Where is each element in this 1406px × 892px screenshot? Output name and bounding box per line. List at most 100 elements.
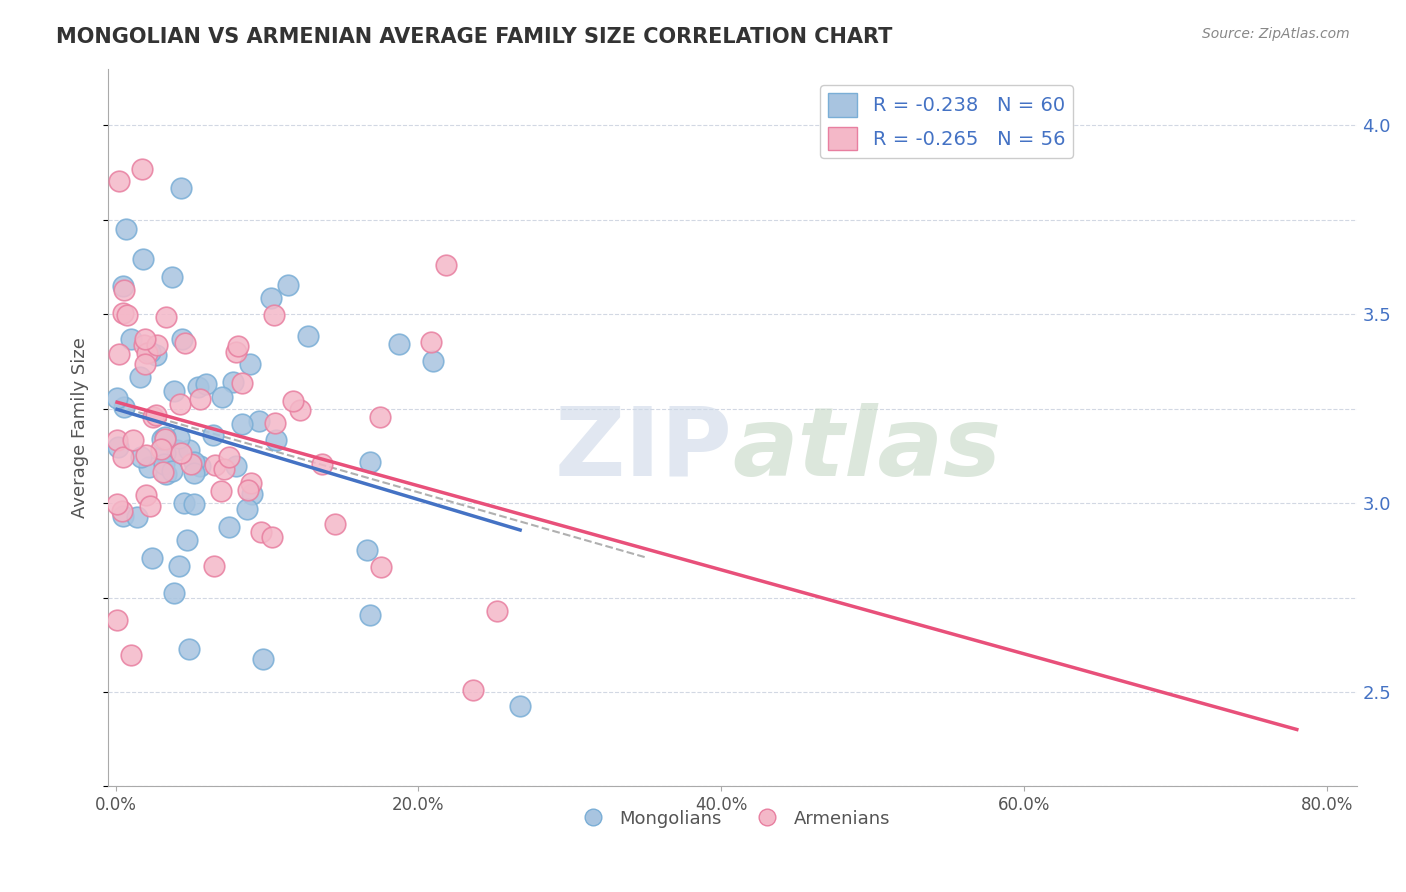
Point <box>105 497 128 511</box>
Point <box>240 476 263 491</box>
Point <box>105 613 128 627</box>
Point <box>138 459 160 474</box>
Point <box>139 499 162 513</box>
Point <box>169 397 191 411</box>
Point <box>485 603 508 617</box>
Point <box>183 466 205 480</box>
Point <box>129 450 152 464</box>
Point <box>260 291 283 305</box>
Point <box>188 392 211 406</box>
Point <box>420 335 443 350</box>
Point <box>359 455 381 469</box>
Point <box>163 586 186 600</box>
Point <box>183 455 205 469</box>
Point <box>179 442 201 457</box>
Point <box>170 181 193 195</box>
Point <box>160 465 183 479</box>
Point <box>153 430 176 444</box>
Point <box>180 457 202 471</box>
Point <box>239 357 262 371</box>
Point <box>188 459 211 474</box>
Point <box>135 449 157 463</box>
Point <box>370 560 392 574</box>
Point <box>136 345 159 359</box>
Point <box>228 339 250 353</box>
Point <box>263 308 285 322</box>
Point <box>323 516 346 531</box>
Point <box>250 524 273 539</box>
Point <box>211 390 233 404</box>
Point <box>173 336 195 351</box>
Point <box>283 394 305 409</box>
Point <box>150 432 173 446</box>
Point <box>120 648 142 663</box>
Point <box>111 504 134 518</box>
Point <box>155 310 177 324</box>
Point <box>422 354 444 368</box>
Point <box>141 551 163 566</box>
Point <box>125 510 148 524</box>
Text: ZIP: ZIP <box>555 402 733 496</box>
Point <box>173 496 195 510</box>
Point <box>108 174 131 188</box>
Point <box>153 446 176 460</box>
Point <box>222 375 245 389</box>
Point <box>288 402 311 417</box>
Point <box>155 467 177 482</box>
Point <box>297 329 319 343</box>
Point <box>169 431 191 445</box>
Point <box>209 483 232 498</box>
Point <box>183 497 205 511</box>
Y-axis label: Average Family Size: Average Family Size <box>72 337 89 518</box>
Point <box>107 440 129 454</box>
Point <box>146 338 169 352</box>
Point <box>236 483 259 497</box>
Point <box>112 400 135 414</box>
Point <box>277 277 299 292</box>
Point <box>177 642 200 657</box>
Point <box>169 446 191 460</box>
Point <box>252 652 274 666</box>
Point <box>132 252 155 266</box>
Point <box>172 332 194 346</box>
Point <box>186 380 208 394</box>
Point <box>163 384 186 399</box>
Point <box>194 377 217 392</box>
Point <box>122 434 145 448</box>
Point <box>134 337 156 351</box>
Point <box>112 279 135 293</box>
Point <box>145 409 167 423</box>
Point <box>120 332 142 346</box>
Point <box>105 392 128 406</box>
Point <box>231 376 253 390</box>
Point <box>111 450 134 464</box>
Point <box>434 258 457 272</box>
Point <box>370 409 392 424</box>
Point <box>134 357 156 371</box>
Point <box>231 417 253 431</box>
Point <box>135 488 157 502</box>
Point <box>169 559 191 574</box>
Point <box>112 283 135 297</box>
Point <box>359 607 381 622</box>
Point <box>145 348 167 362</box>
Point <box>225 345 247 359</box>
Point <box>128 370 150 384</box>
Point <box>115 308 138 322</box>
Point <box>247 414 270 428</box>
Point <box>176 533 198 548</box>
Point <box>201 428 224 442</box>
Point <box>240 487 263 501</box>
Point <box>153 457 176 471</box>
Point <box>202 558 225 573</box>
Point <box>153 432 176 446</box>
Point <box>218 519 240 533</box>
Point <box>218 450 240 464</box>
Point <box>262 530 284 544</box>
Point <box>152 466 174 480</box>
Point <box>139 345 162 359</box>
Text: atlas: atlas <box>733 402 1001 496</box>
Point <box>162 269 184 284</box>
Point <box>111 508 134 523</box>
Point <box>225 458 247 473</box>
